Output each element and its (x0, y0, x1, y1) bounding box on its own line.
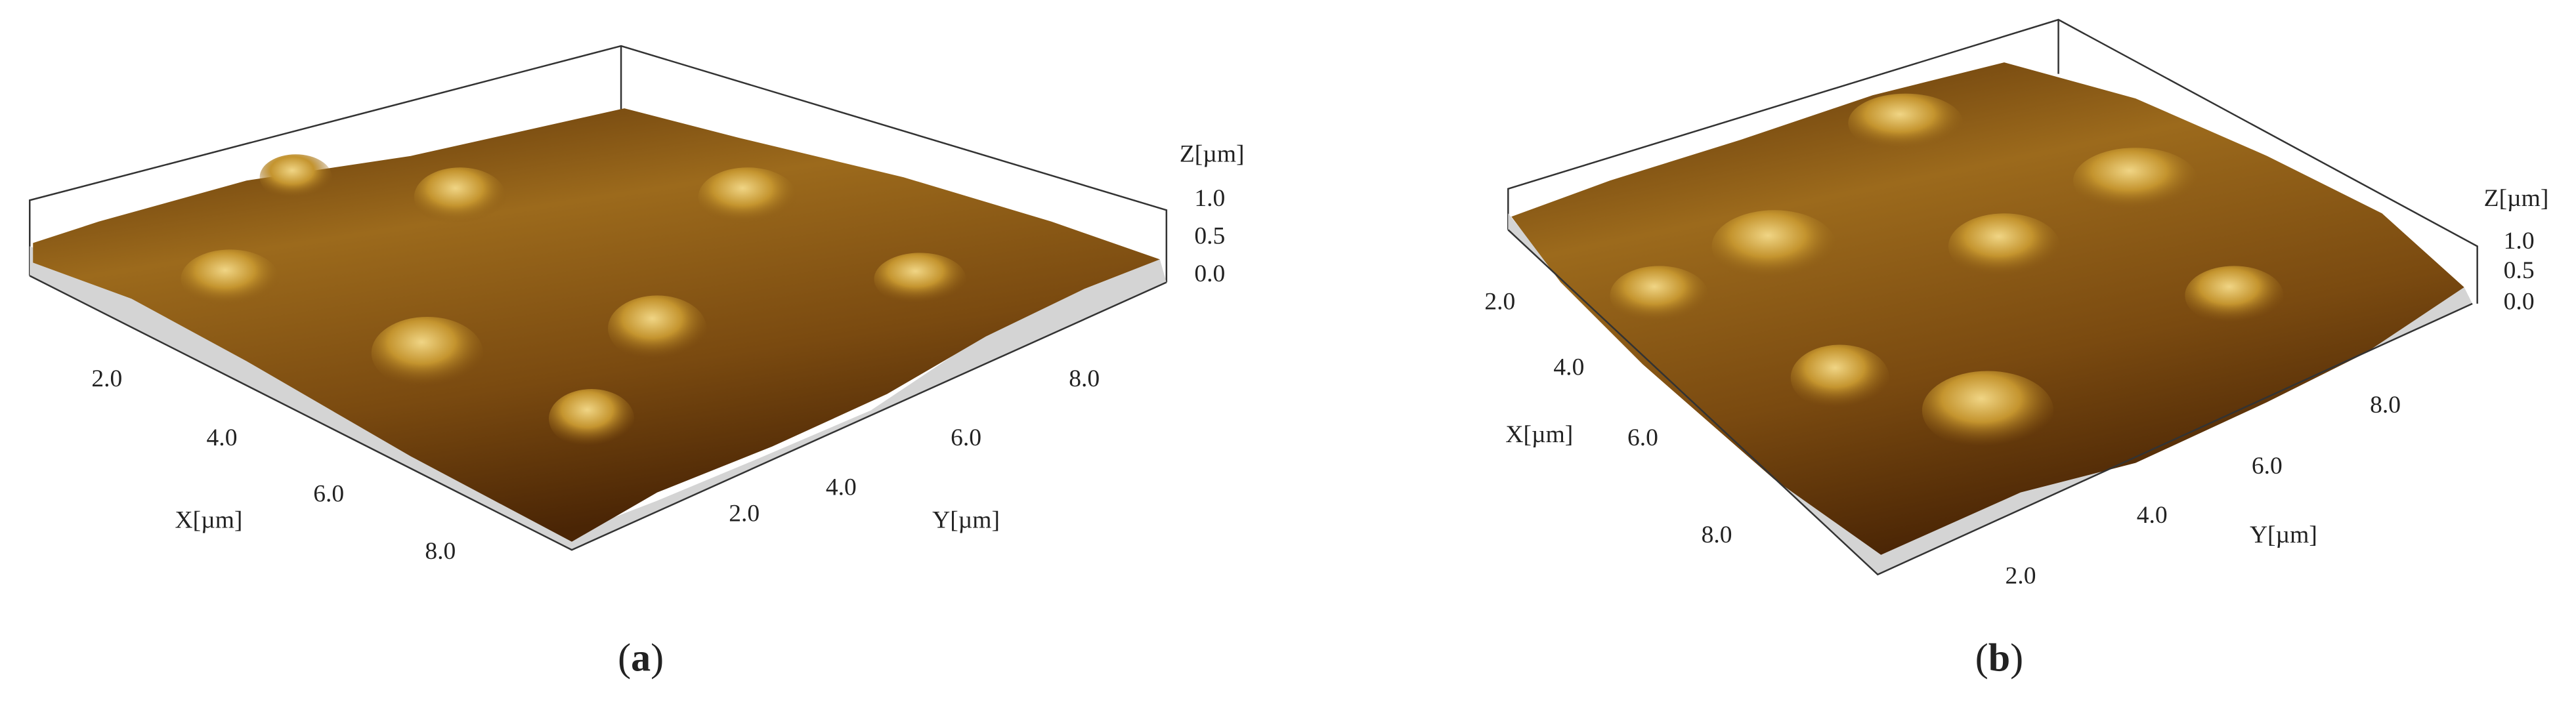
bump (371, 316, 483, 390)
caption: (b) (1975, 635, 2023, 679)
x-tick-label: 2.0 (1484, 289, 1515, 316)
box-base (29, 275, 1167, 551)
bump (1848, 93, 1964, 153)
y-tick-label: 2.0 (2006, 562, 2036, 589)
bump (698, 167, 797, 227)
x-tick-label: 6.0 (1627, 424, 1658, 451)
x-axis-label: X[µm] (175, 506, 243, 533)
caption-letter: b (1988, 635, 2010, 679)
z-tick-label: 0.0 (1194, 260, 1225, 287)
surface-bumps (1610, 93, 2284, 450)
panel-a: 2.0 4.0 6.0 8.0 X[µm] 2.0 4.0 6.0 8.0 Y[… (28, 45, 1245, 679)
bump (1921, 371, 2054, 450)
y-tick-label: 4.0 (826, 474, 857, 501)
bump (2073, 148, 2199, 214)
x-axis-label: X[µm] (1505, 421, 1573, 448)
z-tick-label: 0.5 (2504, 257, 2535, 284)
y-tick-label: 4.0 (2137, 502, 2168, 529)
y-axis-label: Y[µm] (932, 506, 1000, 533)
bump (259, 154, 332, 201)
z-tick-label: 0.5 (1194, 222, 1225, 249)
x-tick-label: 8.0 (1702, 522, 1732, 548)
caption-paren: ) (651, 635, 664, 679)
y-tick-label: 6.0 (951, 424, 981, 451)
bump (1948, 213, 2061, 279)
bump (548, 389, 635, 449)
caption-paren: ( (618, 635, 631, 679)
bump (874, 253, 966, 306)
x-tick-label: 6.0 (313, 480, 344, 507)
y-tick-label: 8.0 (2370, 392, 2401, 419)
bump (181, 249, 280, 309)
x-tick-label: 4.0 (1553, 354, 1584, 381)
caption-letter: a (631, 635, 651, 679)
surface (1511, 62, 2464, 555)
y-tick-label: 2.0 (729, 500, 760, 527)
surface (33, 108, 1160, 542)
caption-paren: ) (2010, 635, 2023, 679)
x-tick-label: 2.0 (91, 365, 122, 392)
z-axis-label: Z[µm] (2484, 185, 2549, 212)
z-tick-label: 1.0 (1194, 185, 1225, 212)
x-tick-label: 4.0 (207, 424, 238, 451)
z-tick-label: 0.0 (2504, 289, 2535, 316)
z-axis-label: Z[µm] (1180, 140, 1245, 167)
z-tick-label: 1.0 (2504, 228, 2535, 255)
y-tick-label: 8.0 (1069, 365, 1100, 392)
bump (414, 167, 506, 227)
y-tick-label: 6.0 (2252, 453, 2283, 480)
box-base (1507, 229, 2473, 576)
bump (1711, 210, 1837, 283)
x-tick-label: 8.0 (425, 538, 456, 565)
y-axis-label: Y[µm] (2250, 522, 2317, 548)
panel-b: 2.0 4.0 6.0 8.0 X[µm] 2.0 4.0 6.0 8.0 Y[… (1484, 18, 2549, 679)
caption-paren: ( (1975, 635, 1988, 679)
caption: (a) (618, 635, 664, 679)
bump (2185, 266, 2284, 325)
bump (1610, 266, 1709, 325)
surface-bumps (181, 154, 966, 449)
bump (1790, 344, 1889, 411)
bump (608, 295, 707, 361)
